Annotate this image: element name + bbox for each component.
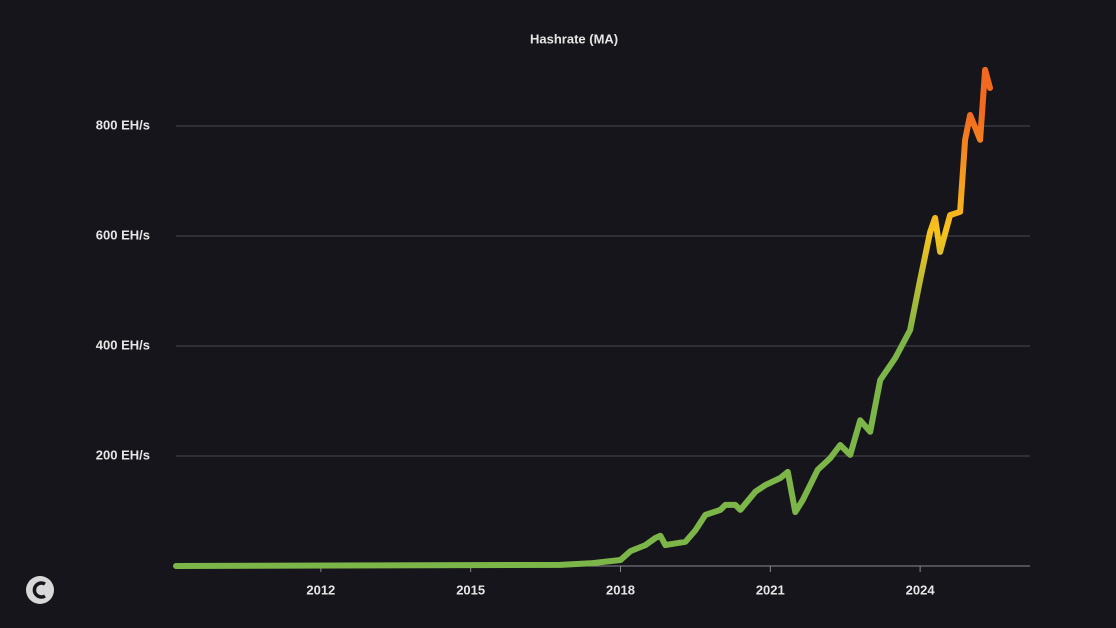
y-tick-label: 800 EH/s: [96, 117, 150, 132]
x-tick-label: 2018: [606, 582, 635, 597]
logo: [26, 576, 54, 604]
y-tick-label: 600 EH/s: [96, 227, 150, 242]
x-tick-label: 2024: [906, 582, 936, 597]
y-tick-label: 200 EH/s: [96, 447, 150, 462]
line: [173, 66, 993, 569]
x-tick-label: 2021: [756, 582, 785, 597]
legend-label: Hashrate (MA): [530, 31, 618, 46]
y-tick-label: 400 EH/s: [96, 337, 150, 352]
x-tick-label: 2012: [306, 582, 335, 597]
x-tick-label: 2015: [456, 582, 485, 597]
